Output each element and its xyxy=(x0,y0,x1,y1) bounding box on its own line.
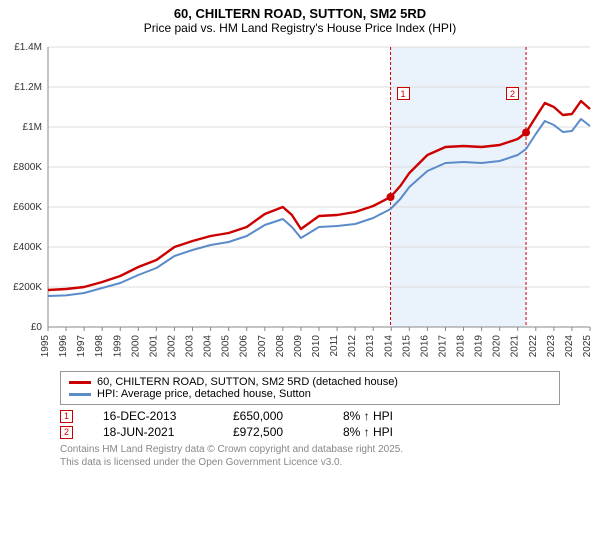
svg-text:£200K: £200K xyxy=(13,282,42,293)
sale-price: £972,500 xyxy=(233,425,313,439)
sale-marker-2: 2 xyxy=(506,87,519,100)
svg-text:2010: 2010 xyxy=(311,335,322,358)
svg-text:£400K: £400K xyxy=(13,242,42,253)
svg-text:1996: 1996 xyxy=(58,335,69,358)
svg-text:2017: 2017 xyxy=(437,335,448,358)
svg-text:2002: 2002 xyxy=(166,335,177,358)
credit-text: Contains HM Land Registry data © Crown c… xyxy=(60,443,560,469)
legend-label: HPI: Average price, detached house, Sutt… xyxy=(97,388,311,400)
svg-text:2014: 2014 xyxy=(383,335,394,358)
sale-row: 2 18-JUN-2021 £972,500 8% ↑ HPI xyxy=(60,425,560,439)
svg-text:2008: 2008 xyxy=(275,335,286,358)
svg-text:£800K: £800K xyxy=(13,162,42,173)
svg-text:2016: 2016 xyxy=(419,335,430,358)
svg-text:2022: 2022 xyxy=(528,335,539,358)
svg-text:2024: 2024 xyxy=(564,335,575,358)
legend-swatch xyxy=(69,381,91,384)
sale-delta: 8% ↑ HPI xyxy=(343,425,393,439)
svg-text:2006: 2006 xyxy=(239,335,250,358)
svg-text:2023: 2023 xyxy=(546,335,557,358)
legend-item: HPI: Average price, detached house, Sutt… xyxy=(69,388,551,400)
sale-row-marker: 1 xyxy=(60,410,73,423)
svg-text:£600K: £600K xyxy=(13,202,42,213)
svg-text:£1.4M: £1.4M xyxy=(14,42,42,53)
credit-line-2: This data is licensed under the Open Gov… xyxy=(60,456,560,469)
legend-label: 60, CHILTERN ROAD, SUTTON, SM2 5RD (deta… xyxy=(97,376,398,388)
svg-text:1999: 1999 xyxy=(112,335,123,358)
svg-text:1998: 1998 xyxy=(94,335,105,358)
svg-text:1995: 1995 xyxy=(40,335,51,358)
svg-text:2009: 2009 xyxy=(293,335,304,358)
svg-text:2025: 2025 xyxy=(582,335,593,358)
svg-text:£0: £0 xyxy=(31,322,43,333)
sale-price: £650,000 xyxy=(233,409,313,423)
svg-text:£1M: £1M xyxy=(23,122,42,133)
legend-swatch xyxy=(69,393,91,396)
svg-text:2012: 2012 xyxy=(347,335,358,358)
svg-text:£1.2M: £1.2M xyxy=(14,82,42,93)
svg-text:2000: 2000 xyxy=(130,335,141,358)
chart-subtitle: Price paid vs. HM Land Registry's House … xyxy=(0,21,600,37)
sale-marker-1: 1 xyxy=(397,87,410,100)
svg-text:2021: 2021 xyxy=(510,335,521,358)
credit-line-1: Contains HM Land Registry data © Crown c… xyxy=(60,443,560,456)
svg-text:2003: 2003 xyxy=(185,335,196,358)
svg-text:2001: 2001 xyxy=(148,335,159,358)
legend-item: 60, CHILTERN ROAD, SUTTON, SM2 5RD (deta… xyxy=(69,376,551,388)
sale-date: 16-DEC-2013 xyxy=(103,409,203,423)
sale-delta: 8% ↑ HPI xyxy=(343,409,393,423)
svg-text:2015: 2015 xyxy=(401,335,412,358)
svg-text:1997: 1997 xyxy=(76,335,87,358)
chart-title: 60, CHILTERN ROAD, SUTTON, SM2 5RD xyxy=(0,0,600,21)
sale-row: 1 16-DEC-2013 £650,000 8% ↑ HPI xyxy=(60,409,560,423)
legend-box: 60, CHILTERN ROAD, SUTTON, SM2 5RD (deta… xyxy=(60,371,560,405)
sale-row-marker: 2 xyxy=(60,426,73,439)
svg-text:2007: 2007 xyxy=(257,335,268,358)
svg-text:2019: 2019 xyxy=(474,335,485,358)
chart-area: £0 £200K £400K £600K £800K £1M £1.2M £1.4M 1995 1… xyxy=(0,37,600,367)
svg-text:2018: 2018 xyxy=(456,335,467,358)
svg-text:2005: 2005 xyxy=(221,335,232,358)
sale-date: 18-JUN-2021 xyxy=(103,425,203,439)
svg-text:2004: 2004 xyxy=(203,335,214,358)
svg-text:2011: 2011 xyxy=(329,335,340,357)
svg-text:2013: 2013 xyxy=(365,335,376,358)
svg-text:2020: 2020 xyxy=(492,335,503,358)
